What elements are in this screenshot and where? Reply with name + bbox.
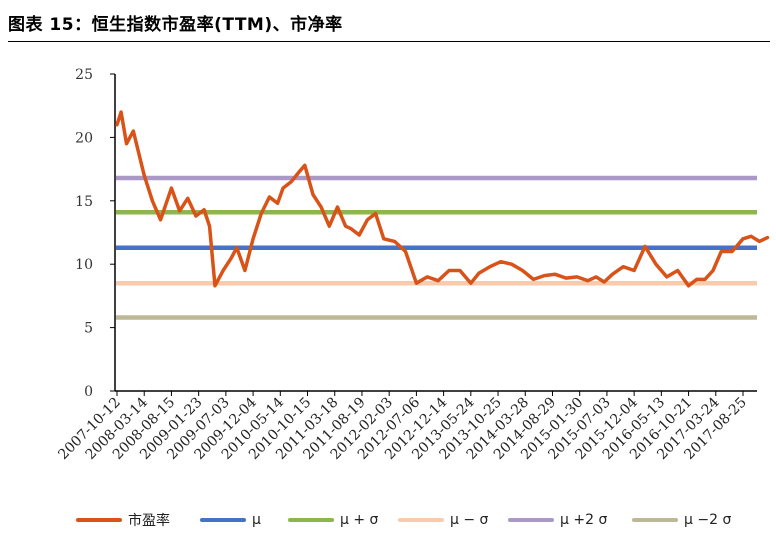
- legend-label: μ − σ: [450, 512, 489, 528]
- y-tick-label: 20: [75, 130, 93, 146]
- legend-item: μ +2 σ: [508, 508, 607, 532]
- legend-item: 市盈率: [76, 508, 170, 532]
- legend-swatch: [398, 518, 444, 522]
- y-tick-label: 25: [75, 67, 93, 83]
- legend-swatch: [200, 518, 246, 522]
- y-tick-label: 15: [75, 194, 93, 210]
- legend-label: μ −2 σ: [684, 512, 732, 528]
- legend-swatch: [76, 518, 122, 522]
- legend-swatch: [508, 518, 554, 522]
- y-tick-label: 5: [84, 321, 93, 337]
- legend-label: μ +2 σ: [560, 512, 608, 528]
- y-tick-label: 10: [75, 257, 93, 273]
- y-tick-label: 0: [84, 384, 93, 400]
- legend-item: μ −2 σ: [632, 508, 731, 532]
- legend-label: μ: [252, 512, 261, 528]
- series-line-pe: [115, 110, 770, 288]
- legend-label: μ + σ: [340, 512, 379, 528]
- figure-title: 图表 15：恒生指数市盈率(TTM)、市净率: [8, 15, 343, 35]
- legend-item: μ + σ: [288, 508, 378, 532]
- legend-label: 市盈率: [128, 513, 170, 529]
- legend-swatch: [288, 518, 334, 522]
- chart-legend: 市盈率 μ μ + σ μ − σ μ +2 σ μ −2 σ: [0, 508, 776, 532]
- legend-item: μ: [200, 508, 261, 532]
- pe-chart: 05101520252007-10-122008-03-142008-08-15…: [55, 67, 770, 463]
- legend-swatch: [632, 518, 678, 522]
- title-rule: [8, 41, 770, 42]
- legend-item: μ − σ: [398, 508, 488, 532]
